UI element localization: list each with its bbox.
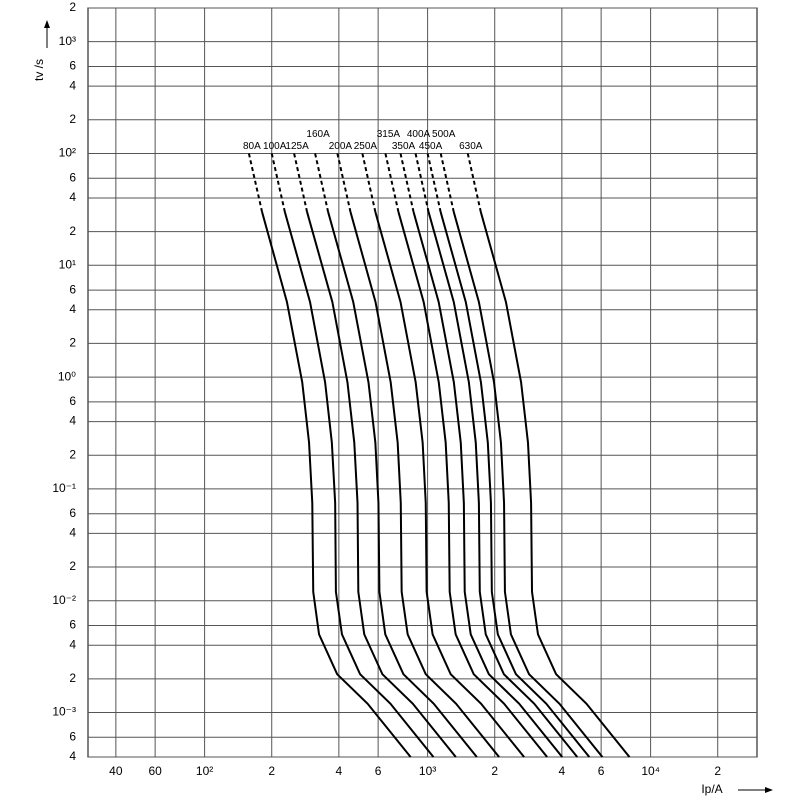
x-tick-label: 4	[559, 764, 566, 778]
x-tick-label: 6	[598, 764, 605, 778]
fuse-curve	[283, 211, 435, 758]
x-axis-label: Ip/A	[701, 782, 722, 796]
y-tick-label: 10⁻¹	[52, 481, 76, 495]
fuse-curve	[479, 211, 631, 758]
curve-label: 350A	[392, 141, 416, 152]
curve-label: 125A	[285, 141, 309, 152]
y-tick-label: 2	[69, 447, 76, 461]
y-tick-label: 4	[69, 526, 76, 540]
plot-frame	[87, 7, 758, 758]
y-tick-label: 4	[69, 190, 76, 204]
fuse-curve	[306, 211, 457, 758]
fuse-curve	[293, 153, 309, 213]
y-tick-label: 4	[69, 78, 76, 92]
y-tick-label: 2	[69, 112, 76, 126]
curve-label: 100A	[263, 141, 287, 152]
y-tick-label: 10⁻²	[52, 593, 76, 607]
y-axis-arrowhead	[44, 20, 50, 28]
curve-label: 315A	[377, 129, 401, 140]
fuse-curve	[412, 211, 563, 758]
curve-label: 200A	[329, 141, 353, 152]
curve-label: 250A	[354, 141, 378, 152]
y-tick-label: 2	[69, 559, 76, 573]
x-tick-label: 10²	[196, 764, 213, 778]
fuse-curve	[427, 211, 579, 758]
y-tick-label: 10²	[59, 146, 76, 160]
x-tick-label: 60	[148, 764, 162, 778]
y-tick-label: 10⁰	[58, 369, 76, 383]
fuse-curve	[439, 211, 591, 758]
y-axis-label: tv /s	[32, 59, 46, 81]
y-tick-label: 6	[69, 394, 76, 408]
fuse-curve	[247, 153, 264, 213]
curve-label: 400A	[407, 129, 431, 140]
fuse-curve	[452, 211, 604, 758]
x-axis-arrowhead	[765, 787, 773, 793]
y-tick-label: 6	[69, 59, 76, 73]
x-tick-label: 2	[268, 764, 275, 778]
y-tick-label: 2	[69, 671, 76, 685]
curve-label: 450A	[419, 141, 443, 152]
y-tick-label: 4	[69, 414, 76, 428]
fuse-curve	[466, 153, 482, 213]
y-tick-label: 4	[69, 749, 76, 763]
curve-label: 500A	[432, 129, 456, 140]
fuse-curve	[414, 153, 430, 213]
fuse-curve	[314, 153, 330, 213]
fuse-curve	[397, 211, 548, 758]
y-tick-label: 10³	[59, 34, 76, 48]
fuse-curve	[261, 211, 412, 758]
fuse-curve	[336, 153, 352, 213]
x-tick-label: 4	[336, 764, 343, 778]
fuse-curve	[361, 153, 377, 213]
x-tick-label: 10³	[419, 764, 436, 778]
y-tick-label: 6	[69, 506, 76, 520]
curve-label: 630A	[459, 141, 483, 152]
x-tick-label: 10⁴	[641, 764, 660, 778]
curve-label: 160A	[306, 129, 330, 140]
fuse-curve	[374, 211, 525, 758]
fuse-curve	[270, 153, 286, 213]
x-tick-label: 40	[109, 764, 123, 778]
y-tick-label: 6	[69, 618, 76, 632]
y-tick-label: 4	[69, 637, 76, 651]
fuse-curve	[327, 211, 478, 758]
y-tick-label: 2	[69, 336, 76, 350]
fuse-curve	[399, 153, 415, 213]
x-tick-label: 6	[375, 764, 382, 778]
y-tick-label: 10¹	[59, 257, 76, 271]
y-tick-label: 2	[69, 224, 76, 238]
fuse-curve	[349, 211, 500, 758]
x-tick-label: 2	[714, 764, 721, 778]
y-tick-label: 2	[69, 0, 76, 14]
y-tick-label: 10⁻³	[52, 705, 76, 719]
fuse-curve	[439, 153, 455, 213]
y-tick-label: 6	[69, 282, 76, 296]
y-tick-label: 4	[69, 302, 76, 316]
fuse-curve	[426, 153, 442, 213]
y-tick-label: 6	[69, 729, 76, 743]
x-tick-label: 2	[491, 764, 498, 778]
fuse-curve	[384, 153, 400, 213]
y-tick-label: 6	[69, 170, 76, 184]
curve-label: 80A	[243, 141, 261, 152]
